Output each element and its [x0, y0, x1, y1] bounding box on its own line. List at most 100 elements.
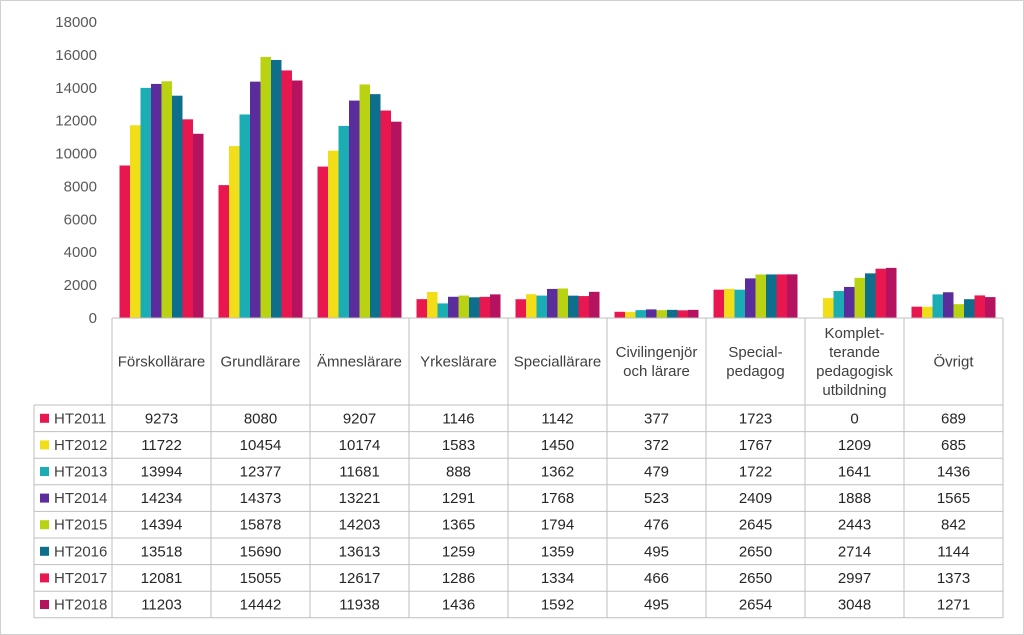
bar — [854, 277, 865, 318]
data-table-cell: 1362 — [541, 464, 574, 481]
data-table-cell: 1359 — [541, 543, 574, 560]
data-table-cell: 476 — [644, 517, 669, 534]
legend-series-name: HT2014 — [54, 490, 107, 507]
bar — [677, 310, 688, 318]
data-table-cell: 1436 — [442, 597, 475, 614]
data-table-cell: 1146 — [442, 410, 474, 427]
category-label-line: Förskollärare — [118, 354, 206, 371]
legend-series-name: HT2018 — [54, 597, 107, 614]
bar — [755, 274, 766, 318]
category-label: Övrigt — [933, 353, 974, 371]
data-table-cell: 1722 — [739, 464, 772, 481]
data-table-cell: 479 — [644, 464, 669, 481]
data-table-cell: 14234 — [141, 490, 183, 507]
y-tick-label: 2000 — [64, 277, 97, 294]
bar — [646, 309, 657, 318]
data-table-cell: 1767 — [739, 437, 772, 454]
bar — [130, 125, 141, 318]
data-table-cell: 1565 — [937, 490, 970, 507]
bar — [578, 296, 589, 318]
data-table-cell: 1583 — [442, 437, 475, 454]
legend-key — [40, 413, 49, 423]
bar — [656, 310, 667, 318]
data-table-cell: 2650 — [739, 570, 772, 587]
legend-key — [40, 493, 49, 503]
bar — [974, 295, 985, 318]
bar — [250, 81, 261, 318]
bar — [745, 278, 756, 318]
data-table-cell: 8080 — [244, 410, 277, 427]
category-label-line: Special- — [728, 344, 782, 361]
bar — [734, 289, 745, 318]
category-label: Ämneslärare — [317, 354, 402, 371]
bar — [911, 306, 922, 318]
data-table-cell: 13221 — [339, 490, 381, 507]
data-table-cell: 1373 — [937, 570, 970, 587]
data-table-cell: 11722 — [141, 437, 182, 454]
bar — [140, 87, 151, 319]
category-label: Grundlärare — [220, 354, 300, 371]
data-table-cell: 11938 — [339, 597, 380, 614]
bar — [943, 292, 954, 318]
y-tick-label: 18000 — [55, 14, 97, 31]
bar — [182, 119, 193, 319]
data-table-cell: 1334 — [541, 570, 574, 587]
data-table-cell: 1794 — [541, 517, 574, 534]
data-table-cell: 1723 — [739, 410, 772, 427]
data-table-cell: 2714 — [838, 543, 871, 560]
data-table-cell: 11681 — [339, 464, 380, 481]
bar — [479, 296, 490, 318]
data-table-cell: 466 — [644, 570, 669, 587]
bar — [317, 166, 328, 318]
category-label: Speciallärare — [514, 354, 602, 371]
data-table-cell: 1641 — [838, 464, 871, 481]
data-table-cell: 1365 — [442, 517, 475, 534]
bar — [391, 121, 402, 319]
data-table-cell: 2650 — [739, 543, 772, 560]
data-table-cell: 1450 — [541, 437, 574, 454]
data-table-cell: 10454 — [240, 437, 282, 454]
data-table-cell: 685 — [941, 437, 966, 454]
bar — [328, 150, 339, 318]
bar — [437, 303, 448, 318]
data-table-cell: 11203 — [141, 597, 182, 614]
category-label-line: pedagog — [726, 363, 784, 380]
legend-series-name: HT2016 — [54, 543, 107, 560]
category-label: Civilingenjör och lärare — [616, 344, 698, 380]
y-tick-label: 12000 — [55, 113, 97, 130]
data-table-cell: 1144 — [937, 543, 969, 560]
bar — [833, 291, 844, 318]
data-table-cell: 2654 — [739, 597, 772, 614]
bar — [625, 311, 636, 318]
category-label-line: utbildning — [822, 382, 886, 399]
bar — [338, 125, 349, 318]
bar — [229, 146, 240, 318]
data-table-cell: 1259 — [442, 543, 475, 560]
data-table-cell: 1286 — [442, 570, 475, 587]
category-label-line: pedagogisk — [816, 363, 893, 380]
bar — [349, 100, 360, 318]
bar — [469, 297, 480, 318]
legend-series-name: HT2013 — [54, 464, 107, 481]
bar — [193, 133, 204, 318]
bar — [667, 309, 678, 318]
data-table-cell: 1209 — [838, 437, 871, 454]
category-label-line: och lärare — [623, 363, 690, 380]
bar — [766, 274, 777, 318]
category-label-line: Ämneslärare — [317, 354, 402, 371]
data-table-cell: 495 — [644, 543, 669, 560]
data-table-cell: 9273 — [145, 410, 178, 427]
bar — [688, 309, 699, 318]
legend-key — [40, 600, 49, 609]
data-table-cell: 13994 — [141, 464, 183, 481]
category-label: Yrkeslärare — [420, 354, 497, 371]
category-label-line: Speciallärare — [514, 354, 602, 371]
data-table-cell: 523 — [644, 490, 669, 507]
bar — [359, 84, 370, 319]
bar — [614, 311, 625, 318]
category-label: Special-pedagog — [726, 344, 784, 380]
bar — [416, 299, 427, 318]
bar — [490, 294, 501, 318]
y-tick-label: 10000 — [55, 146, 97, 163]
data-table-cell: 15690 — [240, 543, 282, 560]
